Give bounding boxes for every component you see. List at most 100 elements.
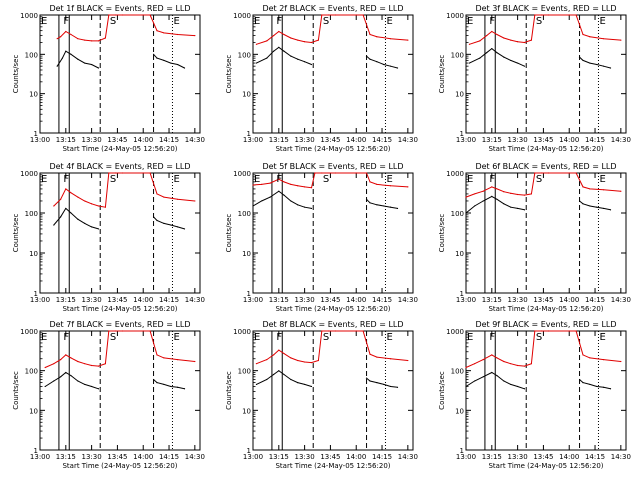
lld-data-point [121,14,124,16]
lld-data-point [575,330,577,332]
lld-data-point [603,359,605,361]
lld-data-point [369,181,371,183]
events-data-point [283,194,285,196]
event-marker-label: E [41,16,47,27]
y-tick-label: 10 [29,407,38,415]
event-marker-label: F [489,16,495,27]
events-data-point [283,50,285,52]
lld-data-point [568,172,570,174]
events-data-point [297,58,299,60]
events-data-point [255,383,258,386]
lld-data-point [534,14,536,16]
events-data-point [390,385,392,388]
lld-data-point [142,330,144,332]
lld-data-point [517,41,519,43]
event-marker-label: F [276,332,282,343]
x-tick-label: 13:45 [107,296,127,304]
events-data-point [255,62,258,64]
events-data-point [365,377,368,379]
events-data-point [97,388,100,390]
events-data-point [152,53,155,55]
y-tick-label: 10 [455,91,464,99]
x-tick-label: 14:00 [559,296,579,304]
x-tick-label: 13:15 [269,296,289,304]
x-tick-label: 13:00 [243,296,263,304]
x-tick-label: 13:00 [456,136,476,144]
x-tick-label: 13:30 [82,136,102,144]
event-marker-label: E [41,332,47,343]
events-data-point [77,58,79,60]
lld-data-point [290,37,292,39]
y-tick-label: 1000 [20,328,38,336]
events-data-point [310,63,313,66]
event-marker-label: E [173,16,179,27]
events-data-point [70,375,72,377]
y-tick-label: 10 [455,250,464,258]
events-data-point [163,383,165,386]
lld-data-point [255,363,258,365]
events-data-point [91,63,93,66]
x-tick-label: 13:30 [82,296,102,304]
lld-data-point [310,361,313,364]
y-tick-label: 1 [460,447,464,455]
events-data-point [297,204,299,206]
x-tick-label: 14:30 [611,453,631,461]
x-tick-label: 14:00 [346,296,366,304]
events-data-point [523,65,526,67]
event-marker-label: E [254,174,260,185]
lld-data-point [321,172,323,174]
lld-data-point [534,172,536,174]
y-axis-label: Counts/sec [12,371,20,410]
lld-data-point [376,183,378,185]
y-tick-label: 100 [25,210,38,218]
events-data-point [609,388,612,390]
lld-data-point [479,40,481,42]
panel-title: Det 4f BLACK = Events, RED = LLD [49,162,190,171]
lld-data-point [70,192,72,194]
events-data-point [261,200,263,202]
events-data-point [304,383,306,386]
lld-data-point [530,363,532,365]
event-marker-label: F [63,16,69,27]
lld-data-point [541,330,543,332]
x-tick-label: 13:45 [533,296,553,304]
event-marker-label: S [536,332,542,343]
events-data-point [474,205,476,207]
lld-data-point [194,200,196,202]
lld-data-point [97,40,100,42]
lld-data-point [390,358,392,360]
x-tick-label: 13:15 [482,453,502,461]
events-data-point [589,62,591,64]
y-tick-label: 1 [460,290,464,298]
lld-data-point [283,352,285,355]
x-axis-label: Start Time (24-May-05 12:56:20) [275,305,390,313]
events-data-point [465,385,467,388]
x-tick-label: 13:00 [243,453,263,461]
event-marker-label: F [489,332,495,343]
x-tick-label: 13:00 [456,453,476,461]
x-tick-label: 13:45 [107,453,127,461]
y-tick-label: 1 [34,130,38,138]
lld-data-point [115,172,117,174]
lld-data-point [523,365,526,367]
lld-data-point [77,196,79,198]
lld-data-point [603,38,605,40]
lld-data-point [108,14,110,16]
events-data-point [273,373,275,376]
x-tick-label: 14:15 [372,136,392,144]
lld-data-point [283,181,285,183]
y-tick-label: 1000 [233,328,251,336]
y-tick-label: 1 [247,447,251,455]
y-tick-label: 10 [242,250,251,258]
panel-title: Det 3f BLACK = Events, RED = LLD [475,4,616,13]
lld-data-point [108,330,110,332]
x-tick-label: 13:45 [533,453,553,461]
events-data-point [77,380,79,382]
x-tick-label: 13:15 [269,453,289,461]
events-data-point [290,378,292,381]
lld-data-point [496,357,498,359]
lld-data-point [278,349,280,351]
lld-data-point [482,190,484,192]
x-tick-label: 14:15 [159,453,179,461]
event-marker-label: E [467,174,473,185]
